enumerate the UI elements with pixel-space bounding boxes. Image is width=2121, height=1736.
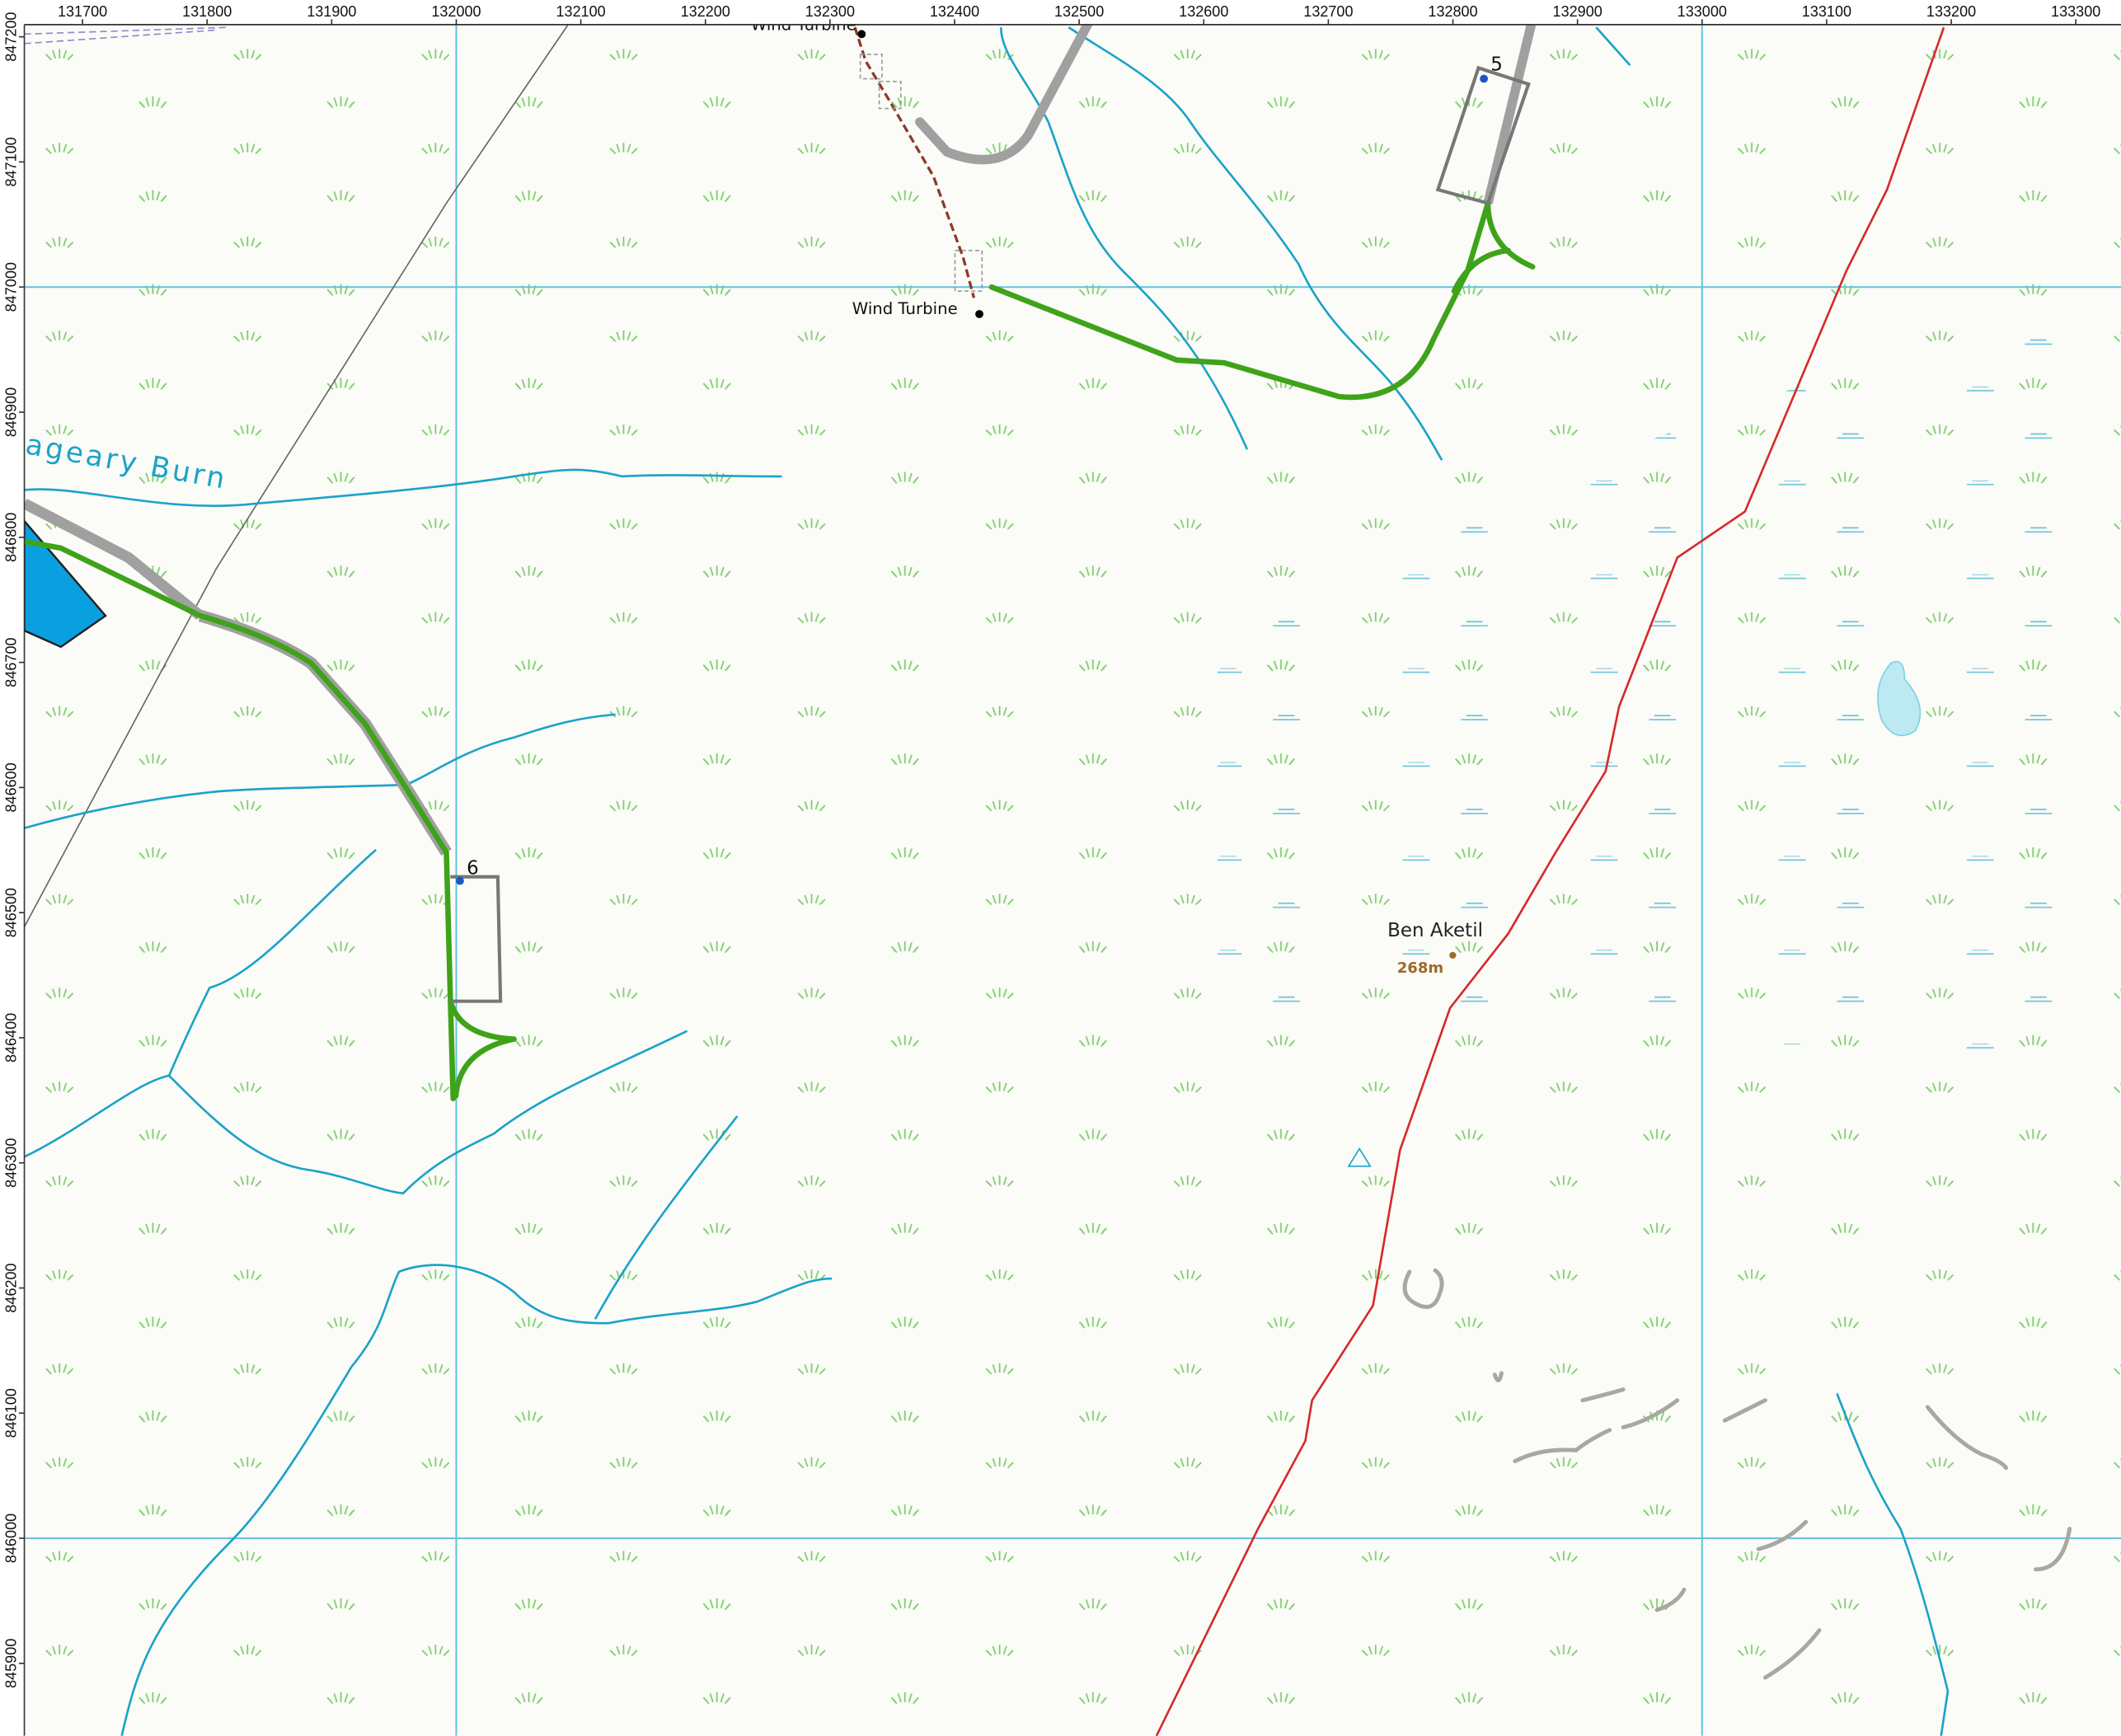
x-tick-label: 132500 (1054, 3, 1104, 20)
x-tick-label: 132100 (556, 3, 606, 20)
x-tick-label: 133100 (1802, 3, 1851, 20)
existing-road (1483, 23, 1537, 204)
proposed-road (21, 200, 1536, 1102)
y-tick-label: 846600 (3, 762, 20, 812)
x-tick-label: 132800 (1428, 3, 1477, 20)
y-tick-label: 847200 (3, 12, 20, 62)
hardstanding (859, 54, 983, 292)
fence-line (23, 24, 569, 927)
y-tick-label: 846500 (3, 888, 20, 937)
y-tick-label: 846400 (3, 1013, 20, 1063)
y-tick-label: 847100 (3, 137, 20, 186)
map-label: Ben Aketil (1387, 920, 1483, 941)
y-tick-label: 846300 (3, 1138, 20, 1188)
spot-height (1449, 951, 1457, 959)
crane-pad (1435, 65, 1531, 205)
boundary-red (1155, 26, 1945, 1736)
rock-outcrops (1402, 1268, 2072, 1680)
y-tick-label: 846100 (3, 1388, 20, 1438)
map-label: 5 (1490, 54, 1503, 76)
y-tick-label: 846800 (3, 513, 20, 562)
x-tick-label: 131700 (58, 3, 107, 20)
track (853, 26, 976, 298)
ticks: 131700 131800 131900 132000 132100 132200 1323… (3, 3, 2101, 1688)
y-tick-label: 846900 (3, 387, 20, 437)
trig-point (1347, 1147, 1372, 1167)
x-tick-label: 132000 (431, 3, 481, 20)
x-tick-label: 132200 (681, 3, 730, 20)
left-frame (0, 0, 25, 1736)
x-tick-label: 132300 (805, 3, 855, 20)
y-tick-label: 846000 (3, 1513, 20, 1563)
y-tick-label: 845900 (3, 1639, 20, 1688)
map-label: 268m (1397, 959, 1443, 977)
turbine-point (857, 30, 866, 39)
x-tick-label: 131800 (182, 3, 232, 20)
x-tick-label: 133000 (1678, 3, 1727, 20)
x-tick-label: 131900 (307, 3, 356, 20)
y-tick-label: 846700 (3, 637, 20, 687)
x-tick-label: 133300 (2051, 3, 2100, 20)
x-tick-label: 133200 (1926, 3, 1976, 20)
y-tick-label: 847000 (3, 262, 20, 312)
x-tick-label: 132600 (1179, 3, 1228, 20)
x-tick-label: 132700 (1303, 3, 1353, 20)
map-label: Wind Turbine (852, 299, 958, 318)
streams (23, 26, 1950, 1736)
existing-road (21, 498, 204, 621)
y-tick-label: 846200 (3, 1263, 20, 1312)
crane-pad (450, 875, 503, 1003)
boundary (24, 26, 230, 45)
map-label: 6 (467, 857, 479, 879)
x-tick-label: 132900 (1553, 3, 1602, 20)
turbine-point (455, 876, 464, 885)
lake (1877, 660, 1922, 737)
top-frame (0, 0, 2121, 25)
turbine-point (975, 310, 983, 318)
turbine-point (1480, 74, 1489, 83)
x-tick-label: 132400 (930, 3, 979, 20)
marsh (1217, 270, 2121, 1056)
existing-road (915, 20, 1093, 165)
